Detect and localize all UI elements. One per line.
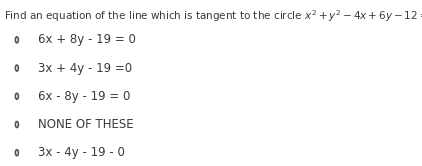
Text: 6x + 8y - 19 = 0: 6x + 8y - 19 = 0	[38, 33, 136, 46]
Text: 3x + 4y - 19 =0: 3x + 4y - 19 =0	[38, 62, 132, 75]
Text: 3x - 4y - 19 - 0: 3x - 4y - 19 - 0	[38, 146, 125, 159]
Text: NONE OF THESE: NONE OF THESE	[38, 118, 134, 131]
Text: Find an equation of the line which is tangent to the circle $x^2 + y^2 - 4x + 6y: Find an equation of the line which is ta…	[4, 8, 422, 24]
Text: 6x - 8y - 19 = 0: 6x - 8y - 19 = 0	[38, 90, 130, 103]
